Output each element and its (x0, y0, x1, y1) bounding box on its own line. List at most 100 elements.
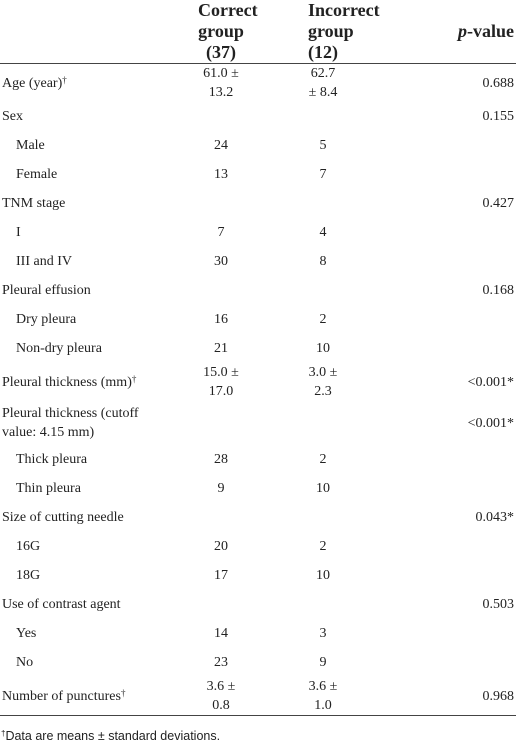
header-italic: p (458, 21, 467, 41)
cell: 0.427 (482, 196, 515, 211)
cell: 0.688 (482, 75, 515, 91)
cell (348, 619, 516, 648)
label-text: Thin pleura (16, 481, 81, 496)
cell: 21 (214, 341, 228, 356)
label-text: Size of cutting needle (2, 510, 124, 525)
cell (348, 131, 516, 160)
row-label: Age (year)† (0, 64, 168, 103)
cell (168, 102, 258, 131)
header-row: Correct group (37) Incorrect group (12) … (0, 0, 516, 64)
cell: 3.0 ± 2.3 (308, 365, 338, 399)
cell: 0.968 (348, 677, 516, 716)
row-label: Sex (0, 102, 168, 131)
label-text: Female (16, 167, 58, 182)
row-label: Pleural effusion (0, 276, 168, 305)
cell: 5 (319, 138, 327, 153)
label-text: 18G (16, 568, 41, 583)
label-text: Yes (16, 626, 37, 641)
cell (258, 590, 348, 619)
cell: 2 (319, 452, 327, 467)
row-label: I (0, 218, 168, 247)
header-cell: Correct group (37) (168, 0, 258, 64)
cell (348, 561, 516, 590)
label-text: Pleural effusion (2, 283, 91, 298)
cell (348, 334, 516, 363)
dagger: † (62, 74, 67, 85)
cell: <0.001* (467, 415, 514, 431)
table-row: Sex 0.155 (0, 102, 516, 131)
cell: 17 (214, 568, 228, 583)
table-row: Pleural effusion 0.168 (0, 276, 516, 305)
footnote-mark: † (1, 729, 6, 738)
cell: 4 (319, 225, 327, 240)
cell (258, 503, 348, 532)
cell: 10 (316, 341, 330, 356)
table-row: I 7 4 (0, 218, 516, 247)
header-text: -value (467, 21, 514, 41)
table-row: Age (year)† 61.0 ± 13.2 62.7 ± 8.4 0.688 (0, 64, 516, 103)
table-row: Female 13 7 (0, 160, 516, 189)
label-text: Non-dry pleura (16, 341, 102, 356)
cell (168, 276, 258, 305)
table-row: Dry pleura 16 2 (0, 305, 516, 334)
label-text: Pleural thickness (cutoff value: 4.15 mm… (2, 406, 139, 440)
label-text: Use of contrast agent (2, 597, 121, 612)
dagger: † (131, 373, 137, 384)
row-label: 18G (0, 561, 168, 590)
row-label: Number of punctures† (0, 677, 168, 716)
label-text: Male (16, 138, 45, 153)
table-row: Thin pleura 9 10 (0, 474, 516, 503)
cell (348, 247, 516, 276)
table-row: Number of punctures† 3.6 ± 0.8 3.6 ± 1.0 0.… (0, 677, 516, 716)
cell (348, 474, 516, 503)
cell: 30 (214, 254, 228, 269)
row-label: Size of cutting needle (0, 503, 168, 532)
row-label: Yes (0, 619, 168, 648)
row-label: Use of contrast agent (0, 590, 168, 619)
label-header (0, 0, 168, 64)
row-label: III and IV (0, 247, 168, 276)
row-label: Thin pleura (0, 474, 168, 503)
table-row: TNM stage 0.427 (0, 189, 516, 218)
row-label: Dry pleura (0, 305, 168, 334)
label-text: Thick pleura (16, 452, 88, 467)
table-row: Pleural thickness (mm)† 15.0 ± 17.0 3.0 ± … (0, 363, 516, 401)
cell: 0.043* (475, 510, 515, 525)
cell: 14 (214, 626, 228, 641)
cell: 9 (217, 481, 225, 496)
cell: 3 (319, 626, 327, 641)
cell: 0.155 (482, 109, 515, 124)
footnote-text: Data are means ± standard deviations. (5, 729, 221, 743)
table-row: Pleural thickness (cutoff value: 4.15 mm… (0, 401, 516, 445)
cell (168, 189, 258, 218)
cell (258, 189, 348, 218)
cell: 16 (214, 312, 228, 327)
row-label: Pleural thickness (mm)† (0, 363, 168, 401)
cell: 10 (316, 481, 330, 496)
label-text: No (16, 655, 34, 670)
label-text: TNM stage (2, 196, 66, 211)
table-row: Use of contrast agent 0.503 (0, 590, 516, 619)
cell: 61.0 ± 13.2 (203, 66, 239, 100)
row-label: Male (0, 131, 168, 160)
label-text: Dry pleura (16, 312, 77, 327)
row-label: Female (0, 160, 168, 189)
dagger: † (120, 687, 126, 698)
header-cell: p-value (348, 0, 516, 64)
data-table: Correct group (37) Incorrect group (12) … (0, 0, 516, 716)
cell: 24 (214, 138, 228, 153)
header-cell: Incorrect group (12) (258, 0, 380, 64)
cell: 3.6 ± 0.8 (168, 677, 258, 716)
cell: 15.0 ± 17.0 (203, 365, 239, 399)
label-text: Pleural thickness (mm) (2, 374, 132, 390)
label-text: Sex (2, 109, 23, 124)
cell: 7 (217, 225, 225, 240)
table-row: Yes 14 3 (0, 619, 516, 648)
cell: 2 (319, 312, 327, 327)
cell (348, 532, 516, 561)
row-label: 16G (0, 532, 168, 561)
cell: 9 (319, 655, 327, 670)
cell: 13 (214, 167, 228, 182)
table-row: 16G 20 2 (0, 532, 516, 561)
